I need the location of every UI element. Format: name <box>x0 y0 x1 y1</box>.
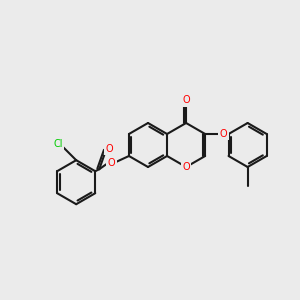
Text: Cl: Cl <box>53 139 63 149</box>
Text: O: O <box>220 129 227 139</box>
Text: O: O <box>105 143 113 154</box>
Text: O: O <box>108 158 116 168</box>
Text: O: O <box>182 162 190 172</box>
Text: O: O <box>182 95 190 105</box>
